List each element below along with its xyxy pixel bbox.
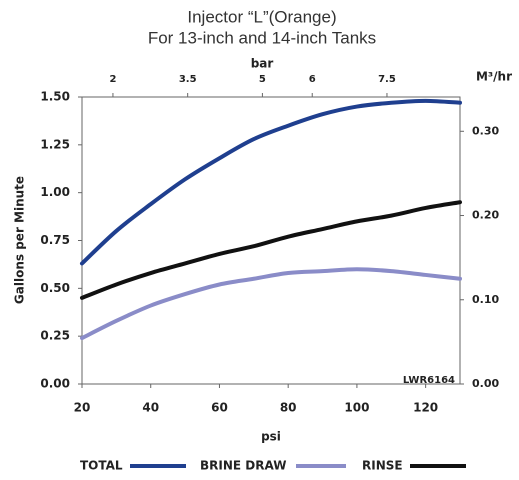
x2-tick-label: 7.5 (378, 74, 396, 85)
series-line (80, 267, 462, 341)
y-tick-label: 0.75 (40, 233, 70, 247)
chart-title: Injector “L”(Orange) (187, 7, 336, 26)
series-line (80, 200, 462, 300)
x2-tick-label: 3.5 (179, 74, 197, 85)
x-tick-label: 60 (211, 401, 228, 415)
x2-tick-label: 6 (309, 74, 316, 85)
legend-label: TOTAL (80, 459, 123, 473)
series-line (80, 98, 462, 266)
x-axis-label: psi (261, 430, 281, 444)
legend-label: RINSE (362, 459, 403, 473)
x2-axis-label: bar (251, 57, 274, 71)
y2-tick-label: 0.20 (472, 209, 499, 222)
y2-tick-label: 0.00 (472, 377, 499, 390)
x-tick-label: 100 (344, 401, 369, 415)
x2-tick-label: 5 (259, 74, 266, 85)
legend-label: BRINE DRAW (200, 459, 286, 473)
x-tick-label: 40 (142, 401, 159, 415)
x-tick-label: 20 (74, 401, 91, 415)
y-tick-label: 1.25 (40, 137, 70, 151)
y-tick-label: 0.00 (40, 377, 70, 391)
x2-tick-label: 2 (109, 74, 116, 85)
x-tick-label: 80 (280, 401, 297, 415)
y-tick-label: 0.50 (40, 281, 70, 295)
chart-subtitle: For 13-inch and 14-inch Tanks (148, 28, 376, 47)
y-axis-label: Gallons per Minute (13, 176, 27, 304)
y-tick-label: 1.50 (40, 90, 70, 104)
y2-tick-label: 0.10 (472, 293, 499, 306)
y-tick-label: 0.25 (40, 329, 70, 343)
y2-tick-label: 0.30 (472, 124, 499, 137)
y-tick-label: 1.00 (40, 185, 70, 199)
annotation: LWR6164 (403, 375, 455, 386)
x-tick-label: 120 (413, 401, 438, 415)
y2-axis-label: M³/hr (476, 70, 512, 84)
